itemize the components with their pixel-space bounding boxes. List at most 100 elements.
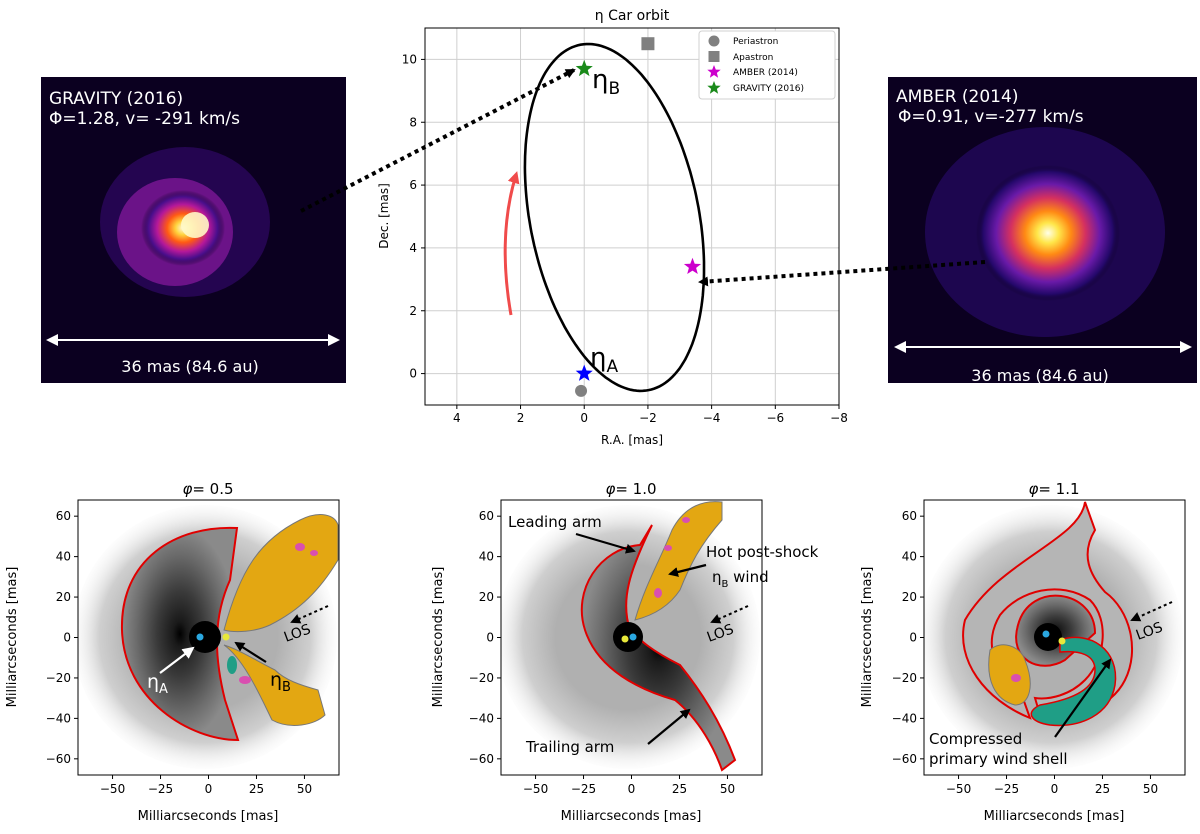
orbit-x-tick-label: −6 [766,411,784,425]
amber-marker [683,257,702,274]
sim-x-tick-label: −25 [571,782,596,796]
sim-y-tick-label: −60 [892,752,917,766]
sim-y-tick-label: 20 [56,590,71,604]
gravity-connector [300,68,576,213]
sim2-los-arrow [710,605,749,624]
sim2-eta-a-dot [629,633,637,641]
legend-apastron-marker [708,51,720,62]
sim3-hot-wind [988,644,1031,706]
sim1-title: φ= 0.5 [182,480,233,498]
sim-y-tick-label: 0 [486,631,494,645]
sim-y-tick-label: −60 [469,752,494,766]
orbit-legend: Periastron Apastron AMBER (2014) GRAVITY… [698,30,836,100]
sim3-shell-arrow [1054,658,1112,738]
sim-x-tick-label: −25 [994,782,1019,796]
legend-periastron-marker [708,35,720,47]
orbit-y-tick-label: 0 [409,367,417,381]
sim2-eta-b-dot [621,635,629,643]
apastron-marker [641,37,655,51]
sim-y-tick-label: −60 [46,752,71,766]
sim1-hot-wind-upper [223,514,339,633]
sim2-hot-label-1: Hot post-shock [706,543,819,561]
orbit-marks [575,37,702,397]
sim3-knot-a [1011,674,1021,682]
orbit-x-tick-label: 0 [580,411,588,425]
sim1-eta-a-label: ηA [147,671,168,697]
sim1-eta-a-arrow [159,646,195,674]
sim2-knot-b [682,517,690,523]
orbit-y-tick-label: 4 [409,241,417,255]
orbit-chart: η Car orbit 4 2 0 −2 −4 −6 −8 0 2 4 6 8 10 ηB ηA Per… [377,8,848,447]
sim-y-tick-label: −40 [469,711,494,725]
sim-panel-phase-1-1: φ= 1.1 LOS Compressed primary wind shell… [860,480,1186,824]
sim-x-tick-label: 50 [1143,782,1158,796]
orbit-grid [425,28,840,405]
orbit-y-tick-label: 10 [402,52,417,66]
sim-y-tick-label: 60 [479,509,494,523]
sim-y-tick-label: −20 [46,671,71,685]
amber-scale-label: 36 mas (84.6 au) [971,366,1108,385]
sim1-los-arrow [290,605,329,624]
sim3-core [1034,623,1062,651]
sim2-x-label: Milliarcseconds [mas] [561,809,702,824]
sim-x-tick-label: 25 [249,782,264,796]
sim1-core [189,621,221,653]
sim-y-tick-label: −40 [892,711,917,725]
sim1-shell-knot [227,656,237,674]
amber-title: AMBER (2014) [896,87,1018,107]
sim1-eta-a-dot [196,633,204,641]
legend-amber-marker [707,65,721,78]
sim3-eta-a-dot [1042,630,1050,638]
sim-x-tick-label: 25 [672,782,687,796]
sim3-outer-spiral [962,501,1133,720]
legend-amber-label: AMBER (2014) [733,68,798,78]
sim2-title: φ= 1.0 [605,480,656,498]
sim2-knot-a [664,545,672,551]
sim1-eta-b-dot [222,633,230,641]
sim1-axes: −50 −25 0 25 50 60 40 20 0 −20 −40 −60 [46,509,312,796]
orbit-x-tick-label: 4 [453,411,461,425]
sim1-knot-b [295,543,305,551]
orbit-plot-frame [424,27,840,406]
sim-y-tick-label: −20 [892,671,917,685]
legend-periastron-label: Periastron [733,37,778,47]
amber-panel: AMBER (2014) Φ=0.91, v=-277 km/s 36 mas … [888,77,1197,385]
sim3-compressed-label-1: Compressed [929,730,1022,748]
sim2-y-label: Milliarcseconds [mas] [431,567,446,708]
periastron-marker [575,384,588,397]
sim1-y-label: Milliarcseconds [mas] [5,567,20,708]
sim1-x-label: Milliarcseconds [mas] [138,809,279,824]
sim-x-tick-label: −50 [100,782,125,796]
eta-b-label: ηB [592,65,620,99]
sim1-eta-b-arrow [234,641,267,663]
sim-y-tick-label: −40 [46,711,71,725]
sim3-compressed-shell [1030,636,1117,727]
sim-x-tick-label: 25 [1095,782,1110,796]
sim-panel-phase-0-5: φ= 0.5 ηA ηB LOS −50 −25 0 25 506040200−20−4… [5,480,340,824]
sim-y-tick-label: 20 [902,590,917,604]
sim3-los-arrow [1130,601,1173,622]
legend-gravity-marker [707,81,721,94]
sim3-y-label: Milliarcseconds [mas] [860,567,875,708]
orbit-y-tick-label: 6 [409,178,417,192]
sim-x-tick-label: 0 [205,782,213,796]
sim3-axes: −50 −25 0 25 50 60 40 20 0 −20 −40 −60 [892,509,1158,796]
sim-y-tick-label: 0 [63,631,71,645]
sim2-knot-c [654,588,662,598]
sim-y-tick-label: 60 [56,509,71,523]
sim-y-tick-label: 40 [479,550,494,564]
gravity-phase: Φ=1.28, v= -291 km/s [49,109,240,129]
eta-a-marker [575,364,593,381]
amber-phase: Φ=0.91, v=-277 km/s [898,107,1084,127]
sim-x-tick-label: 0 [1051,782,1059,796]
sim-x-tick-label: −50 [523,782,548,796]
sim-y-tick-label: 40 [902,550,917,564]
sim-y-tick-label: 0 [909,631,917,645]
sim-panel-phase-1-0: φ= 1.0 Leading arm Hot post-shock ηB win… [431,480,819,824]
sim-x-tick-label: 0 [628,782,636,796]
orbit-x-tick-label: −4 [703,411,721,425]
sim2-hot-arrow [668,563,707,577]
orbit-chart-title: η Car orbit [595,8,670,24]
sim2-leading-arrow [575,532,636,554]
